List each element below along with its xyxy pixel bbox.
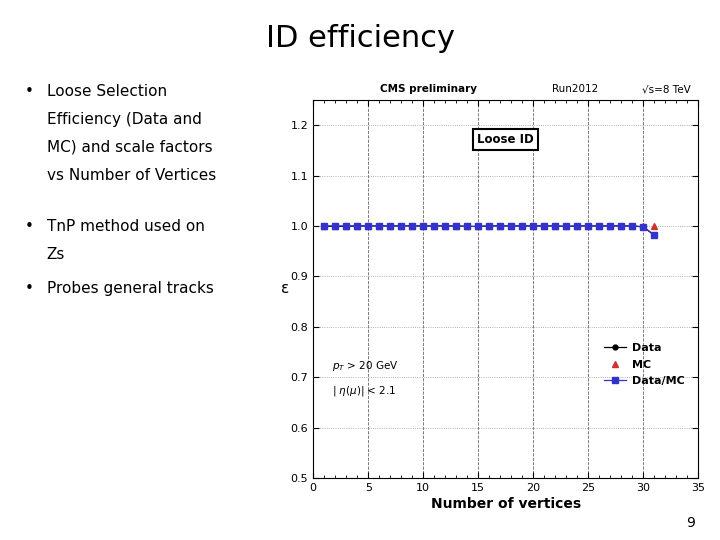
Text: MC) and scale factors: MC) and scale factors — [47, 140, 212, 155]
Text: Run2012: Run2012 — [552, 84, 598, 94]
Text: ID efficiency: ID efficiency — [266, 24, 454, 53]
Text: Zs: Zs — [47, 247, 66, 262]
X-axis label: Number of vertices: Number of vertices — [431, 497, 581, 511]
Text: | $\eta(\mu)$| < 2.1: | $\eta(\mu)$| < 2.1 — [333, 384, 397, 398]
Text: √s=8 TeV: √s=8 TeV — [642, 84, 690, 94]
Text: $p_{T}$ > 20 GeV: $p_{T}$ > 20 GeV — [333, 360, 399, 373]
Text: 9: 9 — [686, 516, 695, 530]
Legend: Data, MC, Data/MC: Data, MC, Data/MC — [600, 339, 689, 390]
Y-axis label: ε: ε — [281, 281, 289, 296]
Text: •: • — [25, 281, 34, 296]
Text: TnP method used on: TnP method used on — [47, 219, 204, 234]
Text: •: • — [25, 219, 34, 234]
Text: Loose ID: Loose ID — [477, 133, 534, 146]
Text: Loose Selection: Loose Selection — [47, 84, 167, 99]
Text: Efficiency (Data and: Efficiency (Data and — [47, 112, 202, 127]
Text: vs Number of Vertices: vs Number of Vertices — [47, 168, 216, 183]
Text: •: • — [25, 84, 34, 99]
Text: Probes general tracks: Probes general tracks — [47, 281, 214, 296]
Text: CMS preliminary: CMS preliminary — [380, 84, 477, 94]
